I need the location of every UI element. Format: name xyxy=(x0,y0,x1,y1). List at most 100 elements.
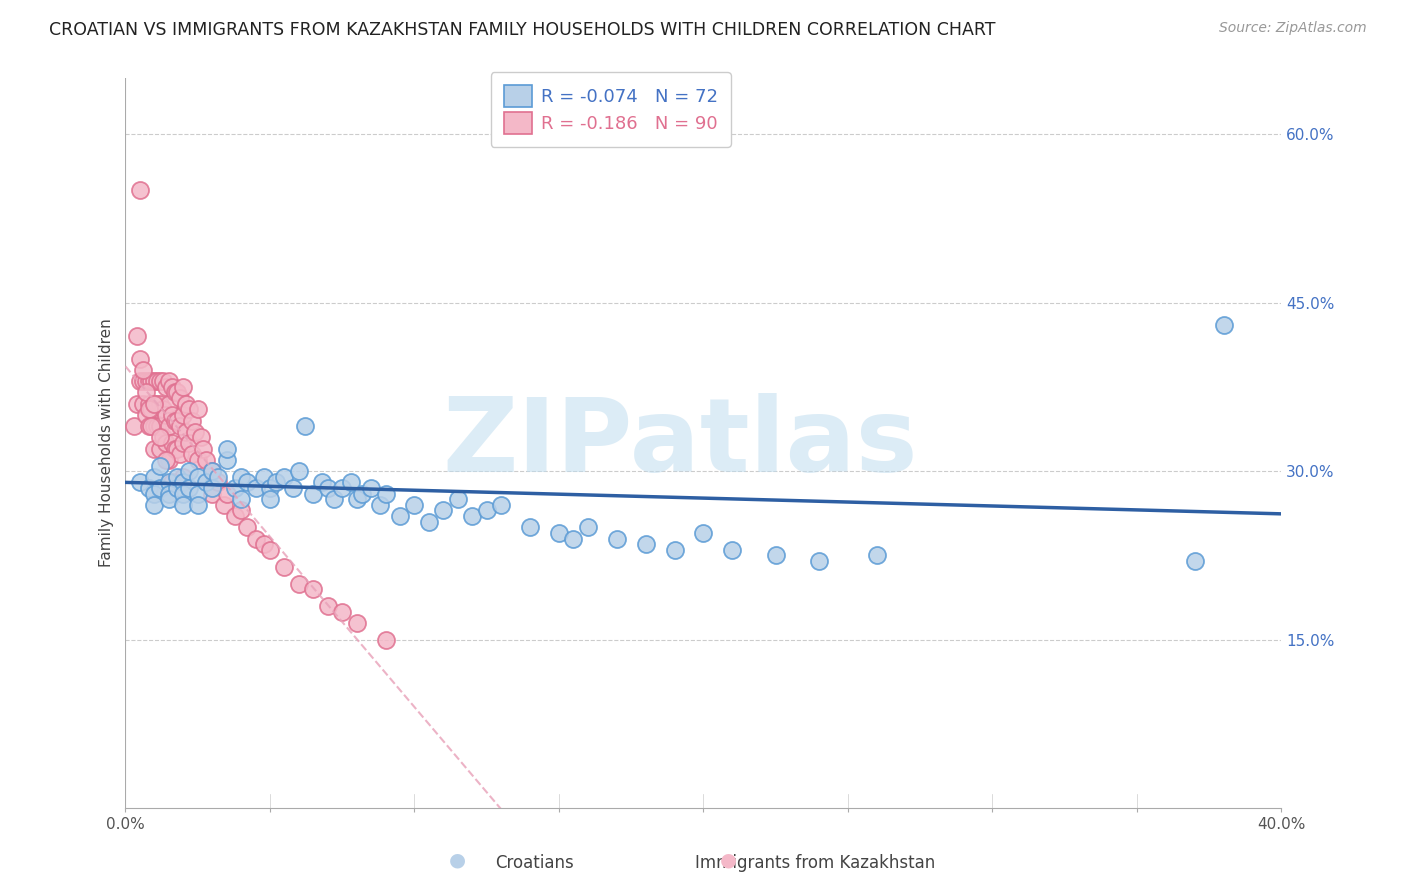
Point xyxy=(346,615,368,630)
Point xyxy=(160,475,183,490)
Point xyxy=(368,498,391,512)
Point xyxy=(157,374,180,388)
Point xyxy=(548,525,571,540)
Point xyxy=(138,402,160,417)
Point xyxy=(141,419,163,434)
Point xyxy=(253,537,276,551)
Point xyxy=(316,481,339,495)
Text: Source: ZipAtlas.com: Source: ZipAtlas.com xyxy=(1219,21,1367,35)
Point xyxy=(201,464,224,478)
Point xyxy=(404,498,426,512)
Point xyxy=(330,605,353,619)
Point xyxy=(143,442,166,456)
Text: ●: ● xyxy=(720,851,737,870)
Point xyxy=(475,503,498,517)
Point xyxy=(155,408,177,422)
Point xyxy=(808,554,831,568)
Point xyxy=(152,430,174,444)
Text: Croatians: Croatians xyxy=(495,855,574,872)
Point xyxy=(143,397,166,411)
Point xyxy=(174,425,197,439)
Point xyxy=(135,408,157,422)
Point xyxy=(340,475,363,490)
Point xyxy=(157,419,180,434)
Point xyxy=(149,458,172,473)
Point xyxy=(215,486,238,500)
Point xyxy=(576,520,599,534)
Point xyxy=(135,385,157,400)
Point xyxy=(302,582,325,597)
Point xyxy=(388,509,411,524)
Point xyxy=(187,486,209,500)
Point xyxy=(160,408,183,422)
Point xyxy=(253,469,276,483)
Point xyxy=(187,469,209,483)
Point xyxy=(157,492,180,507)
Point xyxy=(273,559,295,574)
Point xyxy=(207,475,229,490)
Point xyxy=(143,374,166,388)
Point xyxy=(229,503,252,517)
Point xyxy=(432,503,454,517)
Point xyxy=(169,391,191,405)
Point xyxy=(311,475,333,490)
Point xyxy=(169,419,191,434)
Point xyxy=(149,430,172,444)
Point xyxy=(166,442,188,456)
Point xyxy=(166,385,188,400)
Point xyxy=(146,397,169,411)
Point xyxy=(489,498,512,512)
Point xyxy=(201,481,224,495)
Point xyxy=(172,436,194,450)
Point xyxy=(157,453,180,467)
Point xyxy=(1184,554,1206,568)
Point xyxy=(129,475,152,490)
Point xyxy=(181,413,204,427)
Point xyxy=(174,397,197,411)
Point xyxy=(562,532,585,546)
Point xyxy=(201,464,224,478)
Point xyxy=(177,402,200,417)
Point xyxy=(172,475,194,490)
Point xyxy=(294,419,316,434)
Point xyxy=(360,481,382,495)
Point xyxy=(1212,318,1234,332)
Point xyxy=(172,408,194,422)
Point xyxy=(163,385,186,400)
Point xyxy=(138,481,160,495)
Point xyxy=(259,542,281,557)
Point xyxy=(152,402,174,417)
Point xyxy=(215,442,238,456)
Point xyxy=(143,486,166,500)
Point xyxy=(141,374,163,388)
Point xyxy=(229,492,252,507)
Point xyxy=(330,481,353,495)
Point xyxy=(149,442,172,456)
Point xyxy=(322,492,344,507)
Point xyxy=(184,425,207,439)
Point xyxy=(160,380,183,394)
Text: ZIPatlas: ZIPatlas xyxy=(443,392,918,493)
Point xyxy=(259,492,281,507)
Point xyxy=(212,498,235,512)
Point xyxy=(224,481,246,495)
Point xyxy=(149,397,172,411)
Point xyxy=(149,481,172,495)
Point xyxy=(152,374,174,388)
Point xyxy=(245,481,267,495)
Point xyxy=(163,413,186,427)
Point xyxy=(163,442,186,456)
Point xyxy=(281,481,304,495)
Point xyxy=(374,486,396,500)
Point xyxy=(135,374,157,388)
Point xyxy=(259,481,281,495)
Point xyxy=(132,363,155,377)
Point xyxy=(316,599,339,613)
Point xyxy=(172,469,194,483)
Point xyxy=(190,430,212,444)
Point xyxy=(721,542,744,557)
Point xyxy=(172,498,194,512)
Point xyxy=(245,532,267,546)
Point xyxy=(288,464,311,478)
Point xyxy=(157,475,180,490)
